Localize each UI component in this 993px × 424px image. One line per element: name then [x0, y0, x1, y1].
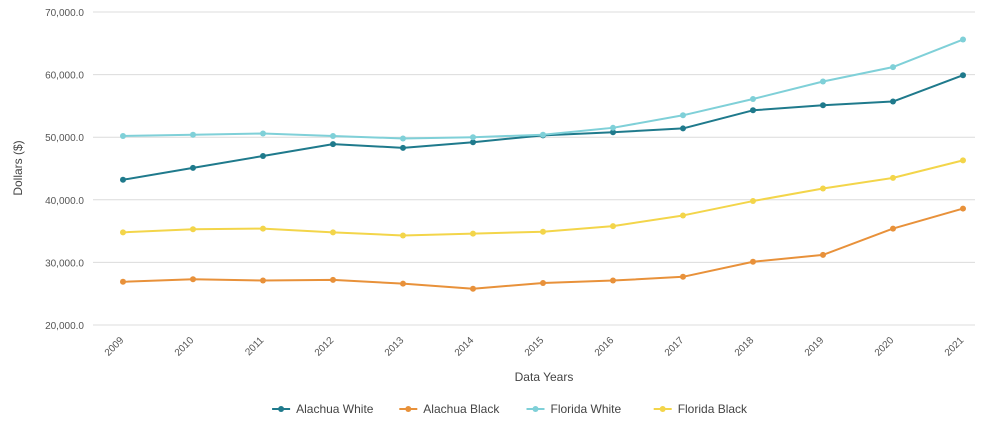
- series-alachua-white: [120, 72, 966, 183]
- data-point[interactable]: [470, 139, 476, 146]
- series-florida-white: [120, 36, 966, 142]
- x-tick-label: 2014: [453, 335, 477, 359]
- x-axis-ticks: 2009 2010 2011 2012 2013 2014 2015 2016 2017 2018…: [103, 335, 967, 359]
- y-tick-label: 40,000.0: [45, 196, 84, 207]
- x-tick-label: 2017: [663, 335, 687, 359]
- data-point[interactable]: [400, 232, 406, 239]
- data-point[interactable]: [750, 198, 756, 205]
- data-point[interactable]: [680, 273, 686, 280]
- y-tick-label: 30,000.0: [45, 258, 84, 269]
- data-point[interactable]: [260, 225, 266, 232]
- y-tick-label: 60,000.0: [45, 71, 84, 82]
- y-axis-ticks: 20,000.0 30,000.0 40,000.0 50,000.0 60,000.0…: [45, 8, 84, 332]
- data-point[interactable]: [540, 228, 546, 235]
- data-point[interactable]: [330, 229, 336, 236]
- legend-label: Florida Black: [678, 402, 748, 416]
- x-tick-label: 2016: [593, 335, 617, 359]
- series-layer: [120, 36, 966, 292]
- data-point[interactable]: [330, 276, 336, 283]
- data-point[interactable]: [960, 157, 966, 164]
- data-point[interactable]: [330, 141, 336, 148]
- legend-swatch-marker: [659, 406, 666, 412]
- data-point[interactable]: [400, 144, 406, 151]
- data-point[interactable]: [120, 132, 126, 139]
- x-tick-label: 2010: [173, 335, 197, 359]
- data-point[interactable]: [190, 164, 196, 171]
- data-point[interactable]: [540, 280, 546, 287]
- x-tick-label: 2011: [243, 335, 266, 358]
- legend-item-florida-black[interactable]: Florida Black: [653, 402, 748, 416]
- x-tick-label: 2012: [313, 335, 337, 359]
- legend-label: Alachua White: [296, 402, 374, 416]
- x-tick-label: 2009: [103, 335, 127, 359]
- data-point[interactable]: [120, 176, 126, 183]
- y-axis-title: Dollars ($): [11, 140, 25, 195]
- data-point[interactable]: [820, 185, 826, 192]
- data-point[interactable]: [400, 135, 406, 142]
- data-point[interactable]: [680, 125, 686, 132]
- legend-label: Alachua Black: [423, 402, 500, 416]
- data-point[interactable]: [610, 223, 616, 230]
- data-point[interactable]: [260, 130, 266, 137]
- data-point[interactable]: [750, 258, 756, 265]
- data-point[interactable]: [540, 131, 546, 138]
- legend-swatch-marker: [405, 406, 412, 412]
- legend: Alachua White Alachua Black Florida White F…: [272, 402, 748, 416]
- data-point[interactable]: [610, 129, 616, 136]
- data-point[interactable]: [120, 229, 126, 236]
- data-point[interactable]: [890, 225, 896, 232]
- data-point[interactable]: [890, 174, 896, 181]
- data-point[interactable]: [750, 96, 756, 103]
- data-point[interactable]: [960, 36, 966, 43]
- legend-item-florida-white[interactable]: Florida White: [526, 402, 622, 416]
- data-point[interactable]: [610, 277, 616, 284]
- data-point[interactable]: [330, 132, 336, 139]
- y-tick-label: 50,000.0: [45, 133, 84, 144]
- data-point[interactable]: [260, 152, 266, 159]
- data-point[interactable]: [680, 212, 686, 219]
- data-point[interactable]: [260, 277, 266, 284]
- x-tick-label: 2021: [943, 335, 967, 359]
- legend-item-alachua-white[interactable]: Alachua White: [272, 402, 374, 416]
- data-point[interactable]: [820, 102, 826, 109]
- y-tick-label: 70,000.0: [45, 8, 84, 19]
- legend-swatch-marker: [532, 406, 539, 412]
- series-line-florida-black: [122, 159, 964, 237]
- x-tick-label: 2020: [873, 335, 897, 359]
- data-point[interactable]: [960, 205, 966, 212]
- data-point[interactable]: [400, 280, 406, 287]
- data-point[interactable]: [610, 124, 616, 131]
- series-florida-black: [120, 157, 966, 239]
- data-point[interactable]: [470, 285, 476, 292]
- data-point[interactable]: [750, 107, 756, 114]
- data-point[interactable]: [890, 64, 896, 71]
- data-point[interactable]: [470, 230, 476, 237]
- series-line-alachua-black: [122, 207, 964, 290]
- series-line-florida-white: [122, 38, 964, 140]
- x-tick-label: 2019: [803, 335, 827, 359]
- x-tick-label: 2013: [383, 335, 407, 359]
- grid-layer: [93, 11, 975, 326]
- x-tick-label: 2015: [523, 335, 547, 359]
- x-axis-title: Data Years: [515, 370, 574, 384]
- series-line-alachua-white: [122, 74, 964, 181]
- legend-item-alachua-black[interactable]: Alachua Black: [399, 402, 500, 416]
- data-point[interactable]: [190, 276, 196, 283]
- y-tick-label: 20,000.0: [45, 321, 84, 332]
- legend-label: Florida White: [551, 402, 622, 416]
- data-point[interactable]: [680, 112, 686, 119]
- data-point[interactable]: [820, 78, 826, 85]
- data-point[interactable]: [190, 131, 196, 138]
- data-point[interactable]: [470, 134, 476, 141]
- series-alachua-black: [120, 205, 966, 292]
- data-point[interactable]: [820, 251, 826, 258]
- data-point[interactable]: [120, 278, 126, 285]
- x-tick-label: 2018: [733, 335, 757, 359]
- legend-swatch-marker: [278, 406, 285, 412]
- data-point[interactable]: [890, 98, 896, 105]
- data-point[interactable]: [190, 226, 196, 233]
- data-point[interactable]: [960, 72, 966, 79]
